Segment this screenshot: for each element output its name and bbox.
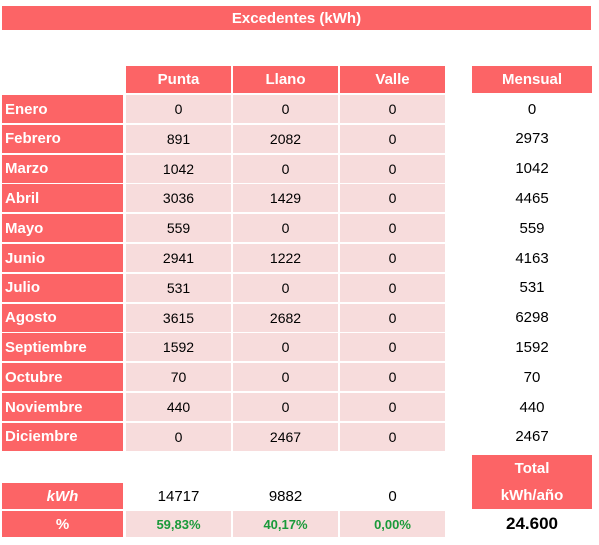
header-valle: Valle bbox=[340, 66, 445, 93]
valle-value: 0 bbox=[340, 214, 445, 243]
punta-value: 3615 bbox=[126, 303, 231, 332]
punta-value: 531 bbox=[126, 273, 231, 302]
punta-value: 2941 bbox=[126, 244, 231, 272]
table-row: Marzo 1042 0 0 1042 bbox=[2, 154, 592, 184]
valle-value: 0 bbox=[340, 363, 445, 392]
mensual-value: 531 bbox=[519, 279, 545, 297]
table-row: Abril 3036 1429 0 4465 bbox=[2, 184, 592, 213]
header-mensual: Mensual bbox=[472, 66, 592, 93]
kwh-total-punta: 14717 bbox=[157, 487, 200, 505]
month-label: Mayo bbox=[2, 214, 123, 243]
month-label: Diciembre bbox=[2, 422, 123, 451]
llano-value: 0 bbox=[233, 333, 338, 362]
table-row: Junio 2941 1222 0 4163 bbox=[2, 244, 592, 273]
valle-value: 0 bbox=[340, 422, 445, 451]
punta-value: 70 bbox=[126, 363, 231, 392]
mensual-value: 2467 bbox=[515, 428, 549, 446]
table-row: Diciembre 0 2467 0 2467 bbox=[2, 422, 592, 452]
valle-value: 0 bbox=[340, 244, 445, 272]
valle-value: 0 bbox=[340, 393, 445, 421]
month-label: Octubre bbox=[2, 363, 123, 392]
month-label: Julio bbox=[2, 273, 123, 302]
llano-value: 0 bbox=[233, 95, 338, 123]
month-label: Enero bbox=[2, 95, 123, 123]
punta-value: 1592 bbox=[126, 333, 231, 362]
valle-value: 0 bbox=[340, 273, 445, 302]
month-label: Septiembre bbox=[2, 333, 123, 362]
llano-value: 2682 bbox=[233, 303, 338, 332]
punta-value: 3036 bbox=[126, 184, 231, 213]
percent-row-label: % bbox=[2, 511, 123, 537]
mensual-value: 4163 bbox=[515, 249, 549, 267]
table-row: Mayo 559 0 0 559 bbox=[2, 214, 592, 243]
percent-punta: 59,83% bbox=[126, 511, 231, 537]
valle-value: 0 bbox=[340, 303, 445, 332]
mensual-value: 2973 bbox=[515, 130, 549, 148]
total-label-line2: kWh/año bbox=[500, 487, 564, 504]
percent-valle: 0,00% bbox=[340, 511, 445, 537]
month-label: Junio bbox=[2, 244, 123, 272]
valle-value: 0 bbox=[340, 124, 445, 153]
mensual-value: 0 bbox=[527, 100, 537, 118]
valle-value: 0 bbox=[340, 154, 445, 183]
punta-value: 0 bbox=[126, 422, 231, 451]
llano-value: 2467 bbox=[233, 422, 338, 451]
grand-total-value: 24.600 bbox=[506, 514, 558, 533]
table-row: Octubre 70 0 0 70 bbox=[2, 363, 592, 392]
llano-value: 1429 bbox=[233, 184, 338, 213]
month-label: Febrero bbox=[2, 124, 123, 153]
mensual-value: 6298 bbox=[515, 309, 549, 327]
kwh-total-llano: 9882 bbox=[268, 487, 303, 505]
table-row: Noviembre 440 0 0 440 bbox=[2, 393, 592, 422]
llano-value: 1222 bbox=[233, 244, 338, 272]
llano-value: 0 bbox=[233, 154, 338, 183]
mensual-value: 559 bbox=[519, 219, 545, 237]
table-row: Septiembre 1592 0 0 1592 bbox=[2, 333, 592, 362]
llano-value: 0 bbox=[233, 393, 338, 421]
header-punta: Punta bbox=[126, 66, 231, 93]
month-label: Agosto bbox=[2, 303, 123, 332]
mensual-value: 4465 bbox=[515, 189, 549, 207]
header-llano: Llano bbox=[233, 66, 338, 93]
valle-value: 0 bbox=[340, 333, 445, 362]
punta-value: 891 bbox=[126, 124, 231, 153]
valle-value: 0 bbox=[340, 95, 445, 123]
table-row: Febrero 891 2082 0 2973 bbox=[2, 124, 592, 154]
percent-llano: 40,17% bbox=[233, 511, 338, 537]
llano-value: 0 bbox=[233, 273, 338, 302]
table-row: Julio 531 0 0 531 bbox=[2, 273, 592, 303]
llano-value: 2082 bbox=[233, 124, 338, 153]
month-label: Abril bbox=[2, 184, 123, 213]
punta-value: 440 bbox=[126, 393, 231, 421]
punta-value: 559 bbox=[126, 214, 231, 243]
month-label: Noviembre bbox=[2, 393, 123, 421]
total-annual-label: Total kWh/año bbox=[472, 455, 592, 509]
mensual-value: 1042 bbox=[515, 160, 549, 178]
table-row: Agosto 3615 2682 0 6298 bbox=[2, 303, 592, 333]
mensual-value: 1592 bbox=[515, 338, 549, 356]
table-row: Enero 0 0 0 0 bbox=[2, 95, 592, 124]
punta-value: 0 bbox=[126, 95, 231, 123]
punta-value: 1042 bbox=[126, 154, 231, 183]
month-label: Marzo bbox=[2, 154, 123, 183]
table-title: Excedentes (kWh) bbox=[2, 6, 591, 30]
valle-value: 0 bbox=[340, 184, 445, 213]
total-label-line1: Total bbox=[514, 460, 550, 477]
kwh-row-label: kWh bbox=[2, 483, 123, 509]
mensual-value: 440 bbox=[519, 398, 545, 416]
llano-value: 0 bbox=[233, 363, 338, 392]
llano-value: 0 bbox=[233, 214, 338, 243]
mensual-value: 70 bbox=[523, 368, 541, 386]
kwh-total-valle: 0 bbox=[388, 487, 397, 505]
